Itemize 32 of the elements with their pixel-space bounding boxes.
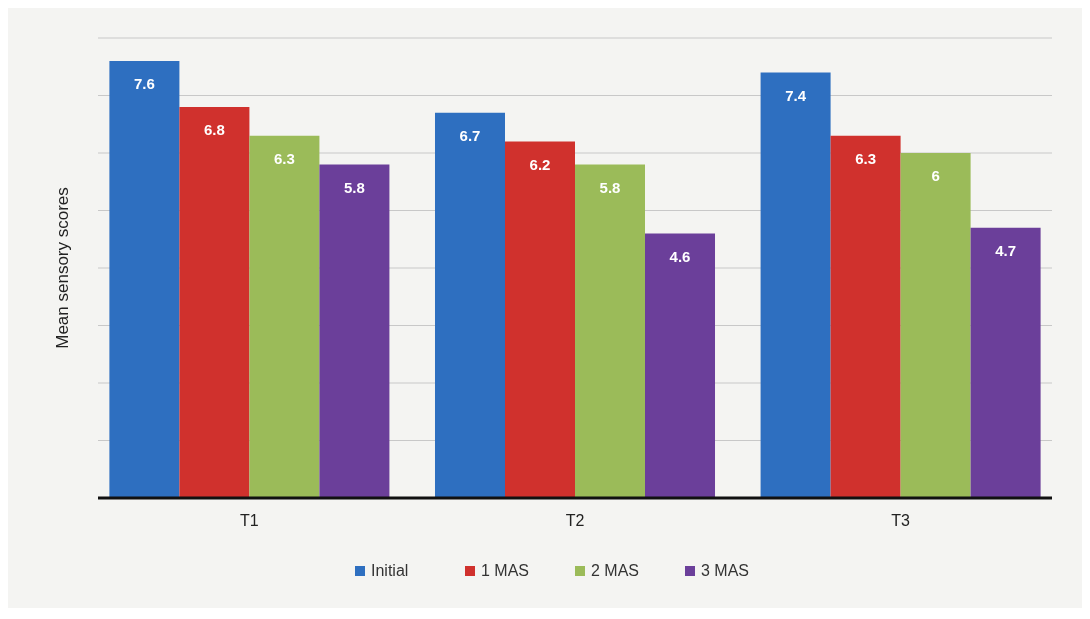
x-tick-label: T2 <box>565 512 585 529</box>
y-axis-title: Mean sensory scores <box>53 187 72 349</box>
data-label: 4.7 <box>995 241 1017 259</box>
data-label: 6 <box>931 167 940 184</box>
data-label: 7.6 <box>133 75 155 92</box>
bar <box>249 135 320 498</box>
x-tick-label: T1 <box>240 512 259 529</box>
legend-label: 2 MAS <box>591 562 640 579</box>
legend-label: 1 MAS <box>481 562 530 579</box>
data-label: 5.8 <box>343 178 365 196</box>
data-label: 6.8 <box>203 121 225 138</box>
legend-label: 3 MAS <box>701 562 750 579</box>
bar <box>645 233 716 498</box>
x-tick-label: T3 <box>891 512 911 529</box>
bar <box>434 112 505 498</box>
bar <box>760 72 831 498</box>
bar <box>575 164 645 498</box>
bar <box>900 153 971 498</box>
data-label: 4.6 <box>669 247 691 265</box>
bar <box>319 164 390 498</box>
data-label: 7.4 <box>785 86 807 104</box>
data-label: 5.8 <box>599 178 621 196</box>
bar <box>505 141 575 498</box>
data-label: 6.2 <box>529 155 551 173</box>
data-label: 6.7 <box>459 126 481 144</box>
data-label: 6.3 <box>273 149 295 167</box>
bar <box>109 61 180 498</box>
data-label: 6.3 <box>855 149 877 167</box>
bar <box>830 135 901 498</box>
bar <box>970 227 1041 498</box>
bar <box>179 107 250 498</box>
legend-label: Initial <box>371 562 409 579</box>
